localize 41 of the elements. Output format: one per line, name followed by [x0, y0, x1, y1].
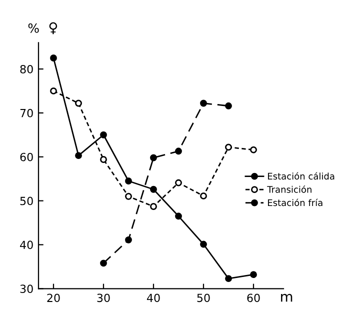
- point: [175, 148, 182, 155]
- legend-label: Estación fría: [268, 198, 322, 206]
- x-axis-title: m: [281, 294, 292, 302]
- point: [125, 236, 132, 244]
- y-tick-label: 70: [20, 108, 33, 118]
- point: [175, 179, 182, 186]
- point: [175, 212, 182, 220]
- x-tick-label: 30: [97, 294, 110, 302]
- point: [125, 178, 132, 184]
- x-tick-label: 40: [146, 294, 160, 302]
- x-tick-label: 20: [47, 294, 60, 302]
- point: [50, 54, 57, 62]
- y-tick-label: 40: [20, 240, 33, 250]
- y-tick-label: 30: [20, 284, 33, 294]
- point: [125, 192, 132, 200]
- point: [250, 271, 257, 278]
- legend-label: Transición: [267, 186, 312, 193]
- y-tick-label: 60: [20, 152, 33, 162]
- y-axis-title: %: [28, 23, 39, 33]
- point: [150, 186, 157, 193]
- x-tick-label: 50: [197, 294, 210, 302]
- point: [150, 154, 157, 162]
- point: [200, 100, 207, 107]
- point: [75, 152, 82, 160]
- point: [150, 203, 157, 210]
- point: [250, 146, 257, 154]
- point: [200, 240, 207, 248]
- point: [200, 192, 207, 200]
- point: [50, 87, 57, 94]
- point: [75, 100, 82, 107]
- y-tick-label: 50: [20, 196, 33, 206]
- text: ♀: [49, 22, 58, 34]
- y-tick-label: 80: [20, 64, 33, 74]
- point: [100, 156, 107, 163]
- point: [100, 260, 107, 267]
- x-tick-label: 60: [247, 294, 260, 302]
- point: [100, 131, 107, 138]
- point: [225, 275, 232, 282]
- point: [225, 102, 232, 110]
- legend-label: Estación cálida: [268, 172, 334, 180]
- point: [225, 144, 232, 151]
